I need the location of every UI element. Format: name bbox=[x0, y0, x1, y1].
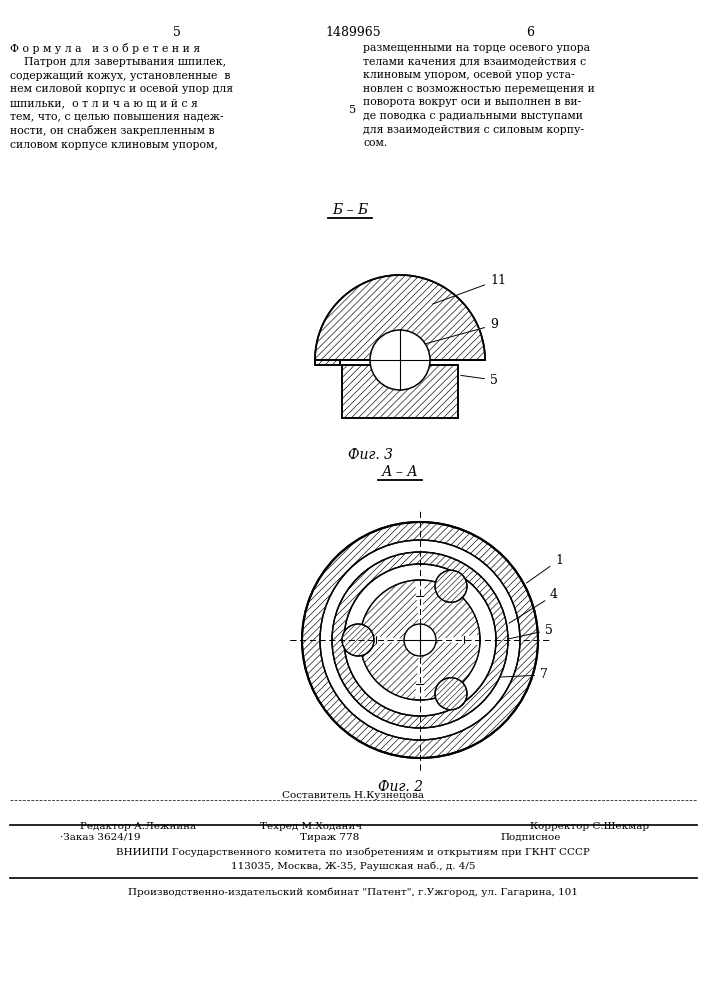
Text: ВНИИПИ Государственного комитета по изобретениям и открытиям при ГКНТ СССР: ВНИИПИ Государственного комитета по изоб… bbox=[116, 847, 590, 857]
Text: 113035, Москва, Ж-35, Раушская наб., д. 4/5: 113035, Москва, Ж-35, Раушская наб., д. … bbox=[230, 861, 475, 871]
Polygon shape bbox=[315, 360, 340, 365]
Text: 4: 4 bbox=[509, 588, 558, 623]
Circle shape bbox=[332, 552, 508, 728]
Wedge shape bbox=[420, 580, 480, 640]
Circle shape bbox=[360, 580, 480, 700]
Text: Составитель Н.Кузнецова: Составитель Н.Кузнецова bbox=[282, 791, 424, 800]
Text: Б – Б: Б – Б bbox=[332, 203, 368, 217]
Text: 9: 9 bbox=[423, 318, 498, 344]
Text: 5: 5 bbox=[461, 373, 498, 386]
Text: 5: 5 bbox=[173, 25, 181, 38]
Text: 1489965: 1489965 bbox=[325, 25, 381, 38]
Text: Фиг. 2: Фиг. 2 bbox=[378, 780, 423, 794]
Text: Производственно-издательский комбинат "Патент", г.Ужгород, ул. Гагарина, 101: Производственно-издательский комбинат "П… bbox=[128, 887, 578, 897]
Text: А – А: А – А bbox=[382, 465, 419, 479]
Text: 5: 5 bbox=[349, 105, 356, 115]
Text: Техред М.Ходанич: Техред М.Ходанич bbox=[260, 822, 362, 831]
Circle shape bbox=[344, 564, 496, 716]
Text: Подписное: Подписное bbox=[500, 832, 561, 842]
Text: ·Заказ 3624/19: ·Заказ 3624/19 bbox=[60, 832, 141, 842]
Text: 7: 7 bbox=[469, 668, 548, 682]
Text: Патрон для завертывания шпилек,
содержащий кожух, установленные  в
нем силовой к: Патрон для завертывания шпилек, содержащ… bbox=[10, 57, 233, 150]
Text: 5: 5 bbox=[482, 624, 553, 645]
Text: 11: 11 bbox=[433, 273, 506, 304]
Text: Фиг. 3: Фиг. 3 bbox=[348, 448, 392, 462]
Polygon shape bbox=[342, 365, 458, 418]
Wedge shape bbox=[420, 640, 480, 700]
Bar bbox=[414, 596, 426, 684]
Circle shape bbox=[302, 522, 538, 758]
Text: Ф о р м у л а   и з о б р е т е н и я: Ф о р м у л а и з о б р е т е н и я bbox=[10, 43, 200, 54]
Wedge shape bbox=[361, 580, 420, 640]
Text: Редактор А.Лежнина: Редактор А.Лежнина bbox=[80, 822, 196, 831]
Circle shape bbox=[342, 624, 374, 656]
Wedge shape bbox=[361, 640, 420, 700]
Circle shape bbox=[320, 540, 520, 740]
Text: Тираж 778: Тираж 778 bbox=[300, 832, 359, 842]
Text: 1: 1 bbox=[527, 554, 563, 583]
Text: Корректор С.Шекмар: Корректор С.Шекмар bbox=[530, 822, 649, 831]
Text: размещенными на торце осевого упора
телами качения для взаимодействия с
клиновым: размещенными на торце осевого упора тела… bbox=[363, 43, 595, 148]
Circle shape bbox=[404, 624, 436, 656]
Circle shape bbox=[435, 678, 467, 710]
Bar bbox=[376, 634, 464, 647]
Circle shape bbox=[370, 330, 430, 390]
Text: 6: 6 bbox=[526, 25, 534, 38]
Circle shape bbox=[370, 330, 430, 390]
Circle shape bbox=[370, 330, 430, 390]
Circle shape bbox=[435, 570, 467, 602]
Polygon shape bbox=[315, 275, 485, 360]
